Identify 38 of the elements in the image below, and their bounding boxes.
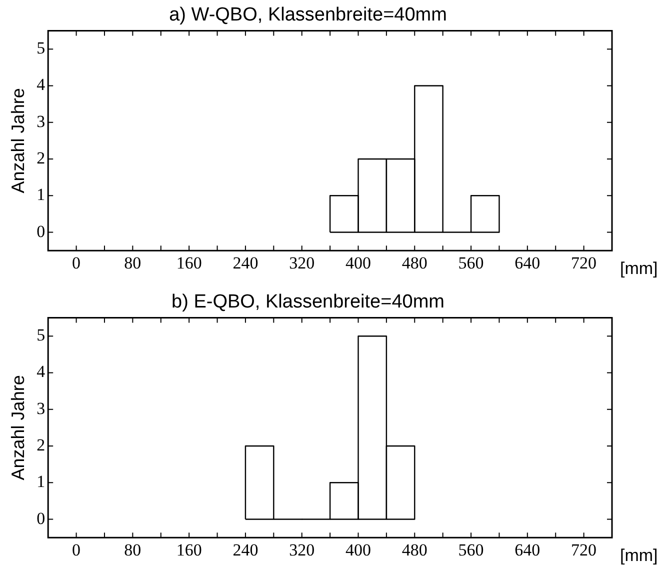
chart-title: a) W-QBO, Klassenbreite=40mm — [169, 4, 447, 26]
x-axis-title: [mm] — [620, 258, 658, 278]
x-tick-label: 160 — [176, 253, 202, 272]
y-tick-label: 3 — [36, 112, 46, 131]
x-axis-title: [mm] — [620, 546, 658, 565]
y-tick-label: 4 — [36, 75, 46, 94]
y-tick-label: 2 — [36, 148, 46, 168]
x-tick-label: 400 — [345, 253, 371, 272]
y-tick-label: 0 — [36, 222, 46, 241]
x-tick-label: 0 — [72, 253, 81, 272]
y-tick-label: 3 — [36, 398, 46, 418]
x-tick-label: 640 — [514, 540, 540, 560]
x-tick-label: 720 — [571, 253, 597, 272]
y-axis-title: Anzahl Jahre — [8, 88, 28, 194]
x-tick-label: 640 — [514, 253, 540, 272]
x-tick-label: 560 — [458, 540, 484, 560]
x-tick-label: 0 — [72, 540, 81, 560]
x-tick-label: 720 — [571, 540, 597, 560]
y-tick-label: 4 — [36, 362, 46, 382]
y-tick-label: 1 — [36, 472, 46, 492]
y-tick-label: 5 — [36, 38, 46, 58]
x-tick-label: 160 — [176, 540, 202, 560]
y-tick-label: 5 — [36, 326, 46, 345]
y-axis-title: Anzahl Jahre — [8, 375, 28, 480]
chart-title: b) E-QBO, Klassenbreite=40mm — [172, 292, 444, 313]
y-tick-label: 1 — [36, 185, 46, 204]
y-tick-label: 0 — [36, 508, 46, 528]
x-tick-label: 240 — [232, 253, 258, 272]
x-tick-label: 80 — [124, 253, 142, 272]
x-tick-label: 480 — [402, 253, 428, 272]
x-tick-label: 400 — [345, 540, 371, 560]
y-tick-label: 2 — [36, 435, 46, 454]
x-tick-label: 560 — [458, 253, 484, 272]
x-tick-label: 320 — [289, 253, 315, 272]
x-tick-label: 320 — [289, 540, 315, 560]
x-tick-label: 80 — [124, 540, 142, 560]
x-tick-label: 240 — [232, 540, 258, 560]
x-tick-label: 480 — [402, 540, 428, 560]
